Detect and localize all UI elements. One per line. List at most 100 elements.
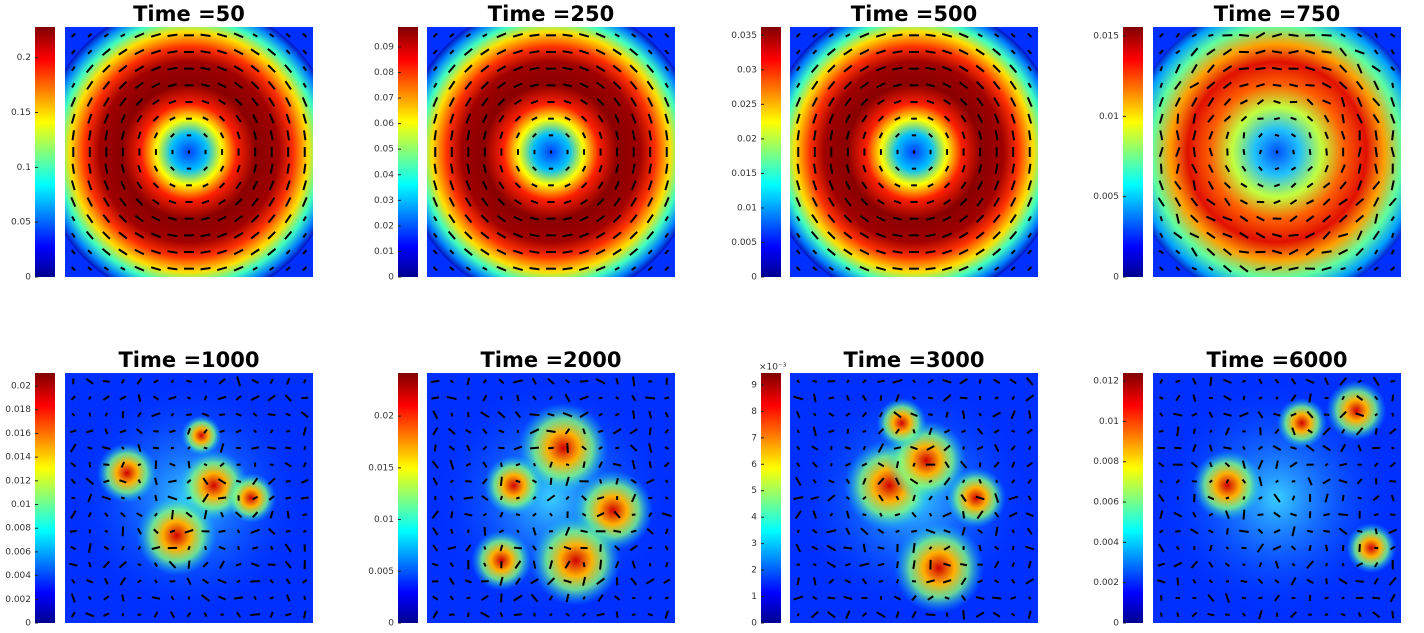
quiver-arrow <box>168 479 177 484</box>
quiver-arrow <box>447 230 456 240</box>
quiver-arrow <box>218 115 226 122</box>
quiver-arrow <box>958 231 969 239</box>
quiver-arrow <box>579 380 589 383</box>
quiver-arrow <box>498 378 505 385</box>
quiver-arrow <box>480 611 490 618</box>
quiver-arrow <box>895 529 900 533</box>
quiver-arrow <box>912 560 916 570</box>
quiver-arrow <box>629 48 639 56</box>
quiver-arrow <box>944 132 950 139</box>
quiver-arrow <box>978 544 982 552</box>
quiver-arrow <box>202 116 209 121</box>
quiver-arrow <box>219 443 225 453</box>
quiver-arrow <box>548 546 554 550</box>
quiver-arrow <box>1027 560 1032 569</box>
quiver-arrow <box>120 461 126 468</box>
quiver-arrow <box>1010 266 1016 272</box>
colorbar-tick-label: 1 <box>751 592 757 602</box>
quiver-arrow <box>926 216 936 221</box>
quiver-arrow <box>284 80 292 91</box>
quiver-arrow <box>1391 232 1395 239</box>
quiver-arrow <box>483 526 487 536</box>
panel-title: Time =750 <box>1214 2 1340 26</box>
quiver-arrow <box>648 461 652 469</box>
quiver-arrow <box>513 546 522 550</box>
quiver-arrow <box>1323 114 1330 123</box>
quiver-arrow <box>285 49 291 55</box>
quiver-arrow <box>152 198 160 206</box>
quiver-arrow <box>170 379 175 384</box>
quiver-arrow <box>514 115 522 122</box>
quiver-arrow <box>186 379 192 384</box>
quiver-arrow <box>961 410 966 419</box>
quiver-arrow <box>1306 182 1314 189</box>
quiver-arrow <box>202 477 209 486</box>
quiver-arrow <box>612 462 622 467</box>
colorbar-tick-label: 4 <box>751 513 757 523</box>
quiver-arrow <box>928 495 933 501</box>
quiver-arrow <box>912 542 916 554</box>
quiver-arrow <box>1306 410 1314 419</box>
quiver-arrow <box>646 478 655 484</box>
quiver-arrow <box>978 378 982 384</box>
quiver-arrow <box>87 180 93 191</box>
quiver-arrow <box>1010 113 1016 124</box>
colorbar-tick-label: 0.01 <box>374 247 394 257</box>
quiver-arrow <box>1025 377 1034 386</box>
quiver-arrow <box>516 529 520 534</box>
quiver-arrow <box>629 428 638 435</box>
quiver-arrow <box>614 545 621 551</box>
quiver-arrow <box>1373 197 1380 207</box>
quiver-arrow <box>1341 545 1345 551</box>
quiver-arrow <box>302 32 308 38</box>
quiver-arrow <box>1206 198 1216 206</box>
quiver-arrow <box>1373 577 1379 585</box>
quiver-arrow <box>925 613 936 617</box>
quiver-arrow <box>827 231 836 240</box>
quiver-arrow <box>1025 545 1035 551</box>
quiver-arrow <box>85 64 94 74</box>
quiver-arrow <box>830 462 833 467</box>
colorbar-tick-label: 0 <box>25 273 31 283</box>
quiver-arrow <box>564 393 571 403</box>
quiver-arrow <box>1173 231 1183 240</box>
colorbar-tick-label: 0.006 <box>1093 498 1119 508</box>
quiver-arrow <box>648 410 653 419</box>
quiver-arrow <box>466 163 471 174</box>
quiver-arrow <box>513 445 523 451</box>
quiver-arrow <box>303 130 307 141</box>
quiver-arrow <box>894 116 901 121</box>
colorbar <box>1123 373 1143 623</box>
quiver-arrow <box>1208 579 1213 584</box>
quiver-arrow <box>1289 215 1298 223</box>
quiver-arrow <box>1339 47 1347 57</box>
quiver-arrow <box>170 132 175 138</box>
quiver-arrow <box>664 545 669 551</box>
quiver-arrow <box>499 164 504 173</box>
quiver-arrow <box>580 198 588 206</box>
quiver-arrow <box>893 411 902 419</box>
quiver-arrow <box>103 479 110 484</box>
quiver-arrow <box>253 164 258 174</box>
colorbar-tick-label: 0.005 <box>731 238 757 248</box>
quiver-arrow <box>1257 528 1264 535</box>
quiver-arrow <box>1272 444 1282 452</box>
quiver-arrow <box>945 495 949 501</box>
quiver-arrow <box>664 232 670 238</box>
quiver-arrow <box>1158 49 1164 55</box>
quiver-arrow <box>250 562 260 567</box>
quiver-arrow <box>859 214 869 223</box>
quiver-arrow <box>1272 83 1282 87</box>
quiver-arrow <box>219 165 225 172</box>
quiver-arrow <box>1258 596 1263 600</box>
quiver-arrow <box>894 183 901 188</box>
quiver-arrow <box>811 545 819 551</box>
quiver-arrow <box>578 266 590 271</box>
quiver-arrow <box>203 166 208 172</box>
quiver-arrow <box>829 130 834 141</box>
colorbar-tick-label: 0.016 <box>5 429 31 439</box>
quiver-arrow <box>1010 596 1017 600</box>
quiver-arrow <box>826 561 836 568</box>
quiver-arrow <box>860 198 869 206</box>
quiver-arrow <box>217 578 227 584</box>
